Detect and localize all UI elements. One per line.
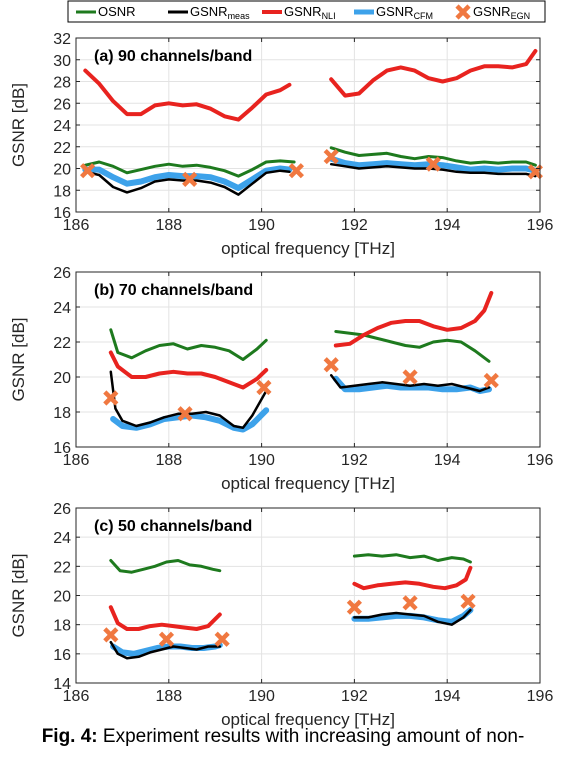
panel-title: (c) 50 channels/band — [94, 518, 252, 535]
legend-label: OSNR — [98, 4, 136, 19]
chart-panel-1: 186 188 190 192 194 196 16 18 20 22 24 26 28 30 32 (a) … — [9, 31, 553, 258]
series-gsnr-nli-segment-2 — [329, 49, 538, 98]
egn-marker — [402, 369, 418, 385]
y-tick-label: 22 — [53, 140, 71, 157]
egn-marker — [323, 148, 339, 165]
series-gsnr-nli-segment-1 — [83, 68, 292, 122]
egn-marker — [288, 163, 304, 179]
series-gsnr-nli-segment-2 — [333, 291, 494, 348]
y-tick-label: 18 — [53, 183, 71, 200]
y-tick-label: 18 — [53, 405, 71, 422]
y-tick-label: 20 — [53, 370, 71, 387]
panel-title: (a) 90 channels/band — [94, 48, 252, 65]
series-gsnr-meas-segment-2 — [353, 608, 472, 626]
egn-marker — [80, 163, 96, 179]
egn-marker — [103, 627, 119, 643]
x-tick-label: 186 — [63, 217, 90, 234]
x-tick-label: 196 — [527, 217, 554, 234]
caption-label: Fig. 4: — [41, 726, 98, 747]
x-tick-label: 188 — [155, 452, 182, 469]
y-tick-label: 22 — [53, 335, 71, 352]
plot-area — [76, 272, 540, 447]
chart-panel-3: 186 188 190 192 194 196 14 16 18 20 22 24 26 (c) 50 c… — [9, 501, 553, 729]
series-gsnr-cfm-segment-1 — [82, 165, 293, 192]
series-osnr-segment-1 — [83, 159, 296, 178]
y-axis-label: GSNR [dB] — [9, 317, 28, 401]
egn-marker — [256, 379, 272, 396]
legend: OSNR GSNRmeas GSNRNLI GSNRCFM GSNREGN — [67, 0, 546, 23]
x-tick-label: 192 — [341, 688, 368, 705]
x-tick-label: 194 — [434, 452, 461, 469]
panel-title: (b) 70 channels/band — [94, 282, 253, 299]
chart-panels: 186 188 190 192 194 196 16 18 20 22 24 26 28 30 32 (a) … — [9, 31, 553, 729]
y-tick-label: 16 — [53, 205, 71, 222]
series-gsnr-nli-segment-1 — [108, 605, 222, 631]
egn-marker — [323, 357, 339, 373]
x-tick-label: 186 — [63, 452, 90, 469]
series-gsnr-nli-segment-2 — [352, 565, 473, 591]
egn-marker — [425, 156, 441, 172]
series-osnr-segment-1 — [109, 559, 222, 574]
legend-item-osnr: OSNR — [76, 4, 136, 19]
y-tick-label: 26 — [53, 501, 71, 518]
series-gsnr-cfm-segment-2 — [351, 607, 474, 625]
x-tick-label: 196 — [527, 452, 554, 469]
series-osnr-segment-1 — [109, 328, 268, 361]
egn-marker — [527, 164, 543, 180]
y-tick-label: 20 — [53, 589, 71, 606]
y-tick-label: 16 — [53, 647, 71, 664]
x-tick-label: 186 — [63, 688, 90, 705]
y-tick-label: 24 — [53, 300, 71, 317]
legend-box — [67, 0, 546, 23]
x-tick-label: 190 — [248, 688, 275, 705]
y-tick-label: 22 — [53, 559, 71, 576]
caption-text: Experiment results with increasing amoun… — [97, 726, 525, 747]
x-tick-label: 192 — [341, 452, 368, 469]
axes-frame — [75, 271, 541, 448]
y-tick-label: 26 — [53, 96, 71, 113]
egn-marker — [103, 390, 119, 406]
egn-marker — [402, 595, 418, 611]
y-tick-label: 24 — [53, 118, 71, 135]
series-gsnr-nli-segment-1 — [108, 350, 269, 390]
y-axis-label: GSNR [dB] — [9, 83, 28, 167]
x-axis-label: optical frequency [THz] — [221, 474, 395, 493]
x-axis-label: optical frequency [THz] — [221, 239, 395, 258]
x-tick-label: 194 — [434, 688, 461, 705]
y-tick-label: 28 — [53, 75, 71, 92]
y-tick-label: 20 — [53, 162, 71, 179]
egn-marker — [483, 372, 499, 389]
egn-marker — [346, 599, 362, 615]
y-axis-label: GSNR [dB] — [9, 553, 28, 637]
legend-marker — [455, 4, 471, 20]
y-tick-label: 14 — [53, 676, 71, 693]
series-osnr-segment-2 — [329, 146, 537, 167]
series-gsnr-meas-segment-1 — [109, 640, 222, 660]
y-tick-label: 16 — [53, 440, 71, 457]
egn-marker — [177, 406, 193, 422]
series-osnr-segment-2 — [352, 553, 472, 564]
egn-marker — [158, 631, 175, 647]
y-tick-label: 18 — [53, 618, 71, 635]
x-tick-label: 192 — [341, 217, 368, 234]
series-gsnr-cfm-segment-1 — [110, 407, 270, 433]
y-tick-label: 26 — [53, 265, 71, 282]
egn-marker — [460, 593, 476, 609]
egn-marker — [182, 171, 198, 187]
x-axis-label: optical frequency [THz] — [221, 710, 395, 729]
y-tick-label: 24 — [53, 530, 71, 547]
series-gsnr-meas-segment-2 — [329, 374, 491, 393]
figure-caption: Fig. 4: Experiment results with increasi… — [0, 726, 566, 748]
x-tick-label: 188 — [155, 217, 182, 234]
x-tick-label: 188 — [155, 688, 182, 705]
x-tick-label: 196 — [527, 688, 554, 705]
y-tick-label: 30 — [53, 53, 71, 70]
y-tick-label: 32 — [53, 31, 71, 48]
x-tick-label: 194 — [434, 217, 461, 234]
egn-marker — [214, 631, 230, 647]
x-tick-label: 190 — [248, 452, 275, 469]
chart-panel-2: 186 188 190 192 194 196 16 18 20 22 24 26 (b) 70 cha… — [9, 265, 553, 493]
x-tick-label: 190 — [248, 217, 275, 234]
